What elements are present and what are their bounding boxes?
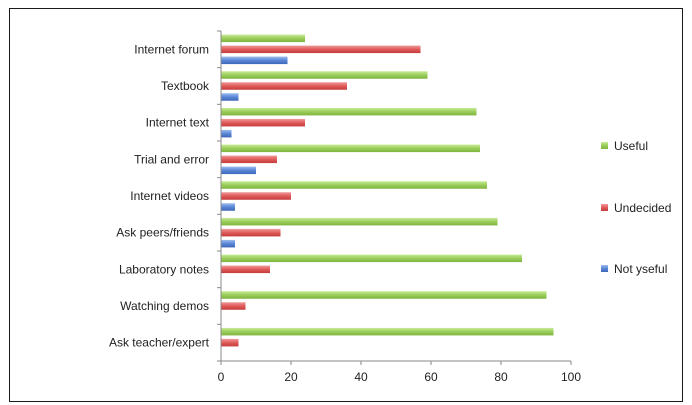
category-label-laboratory-notes: Laboratory notes [119, 262, 209, 276]
bar-useful-internet-text [221, 107, 477, 116]
x-tick-label-0: 0 [218, 370, 225, 384]
category-label-internet-text: Internet text [146, 116, 210, 130]
bar-undecided-internet-forum [221, 45, 421, 54]
category-label-ask-teacher-expert: Ask teacher/expert [109, 336, 210, 350]
axes-group: Internet forum Textbook Internet text Trial… [109, 30, 581, 384]
legend-swatch-undecided [601, 204, 608, 211]
bar-useful-ask-peers-friends [221, 217, 498, 226]
x-tick-label-100: 100 [561, 370, 581, 384]
bar-undecided-trial-and-error [221, 155, 277, 164]
bar-undecided-watching-demos [221, 302, 246, 310]
x-tick-label-20: 20 [284, 370, 298, 384]
bar-useful-laboratory-notes [221, 254, 522, 263]
bar-undecided-ask-teacher-expert [221, 338, 239, 347]
bar-not-yseful-internet-text [221, 129, 232, 138]
category-label-internet-forum: Internet forum [134, 42, 209, 56]
category-label-internet-videos: Internet videos [130, 189, 209, 203]
bars-group [221, 34, 554, 347]
bar-not-yseful-internet-forum [221, 56, 288, 65]
bar-not-yseful-internet-videos [221, 203, 235, 211]
category-label-trial-and-error: Trial and error [134, 152, 209, 166]
legend: Useful Undecided Not yseful [601, 139, 671, 276]
bar-useful-textbook [221, 71, 428, 79]
bar-useful-internet-videos [221, 181, 487, 189]
x-tick-label-40: 40 [354, 370, 368, 384]
legend-swatch-useful [601, 142, 608, 149]
bar-useful-watching-demos [221, 291, 547, 299]
bar-undecided-ask-peers-friends [221, 228, 281, 237]
bar-useful-trial-and-error [221, 144, 480, 153]
bar-useful-ask-teacher-expert [221, 327, 554, 336]
bar-undecided-textbook [221, 82, 347, 90]
x-tick-label-60: 60 [424, 370, 438, 384]
bar-chart: Internet forum Textbook Internet text Trial… [109, 30, 671, 384]
bar-undecided-internet-videos [221, 192, 291, 200]
bar-not-yseful-textbook [221, 93, 239, 101]
chart-frame: Internet forum Textbook Internet text Trial… [9, 8, 683, 402]
category-label-watching-demos: Watching demos [120, 299, 209, 313]
category-label-textbook: Textbook [161, 79, 210, 93]
legend-label-undecided: Undecided [614, 201, 671, 215]
x-tick-label-80: 80 [494, 370, 508, 384]
legend-label-not-yseful: Not yseful [614, 262, 667, 276]
bar-useful-internet-forum [221, 34, 305, 43]
bar-not-yseful-ask-peers-friends [221, 239, 235, 248]
bar-not-yseful-trial-and-error [221, 166, 256, 175]
legend-swatch-not-yseful [601, 265, 608, 272]
legend-label-useful: Useful [614, 139, 648, 153]
bar-undecided-laboratory-notes [221, 265, 270, 274]
category-label-ask-peers-friends: Ask peers/friends [116, 226, 209, 240]
bar-undecided-internet-text [221, 118, 305, 127]
